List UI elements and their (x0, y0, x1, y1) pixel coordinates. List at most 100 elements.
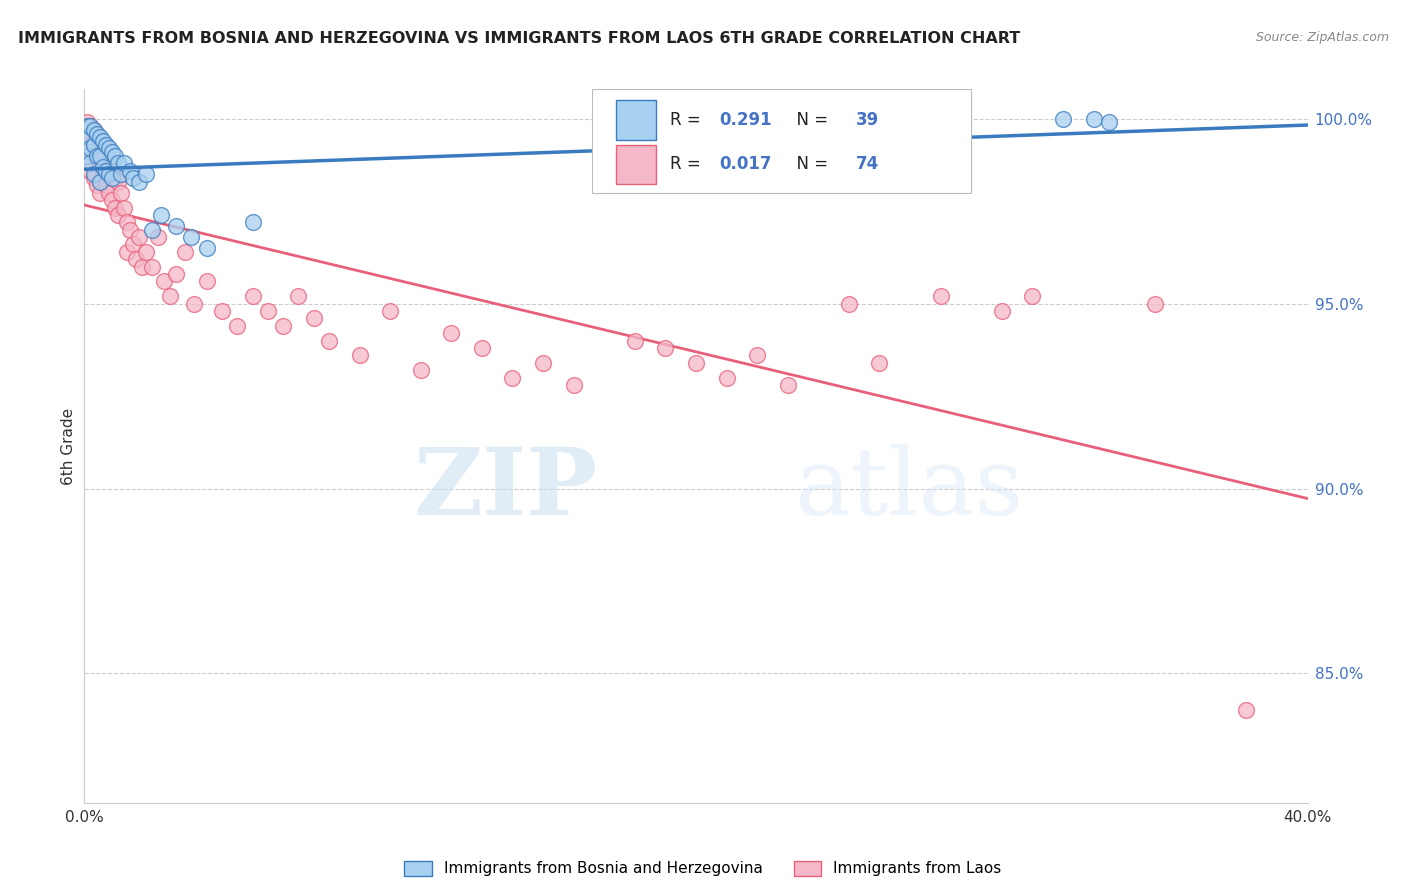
Point (440, 326, 463, 341)
Point (89, 149, 111, 163)
Point (180, 230, 202, 244)
Y-axis label: 6th Grade: 6th Grade (60, 408, 76, 484)
Point (112, 201, 135, 215)
Point (97, 167, 120, 181)
Text: 39: 39 (856, 111, 880, 128)
Point (79, 163, 101, 178)
Point (86, 153, 108, 167)
Point (211, 304, 233, 318)
Text: atlas: atlas (794, 444, 1024, 533)
Point (94, 163, 117, 178)
FancyBboxPatch shape (592, 89, 972, 193)
Point (165, 219, 187, 233)
Point (120, 223, 142, 237)
Point (1143, 296, 1166, 310)
Point (97, 141, 120, 155)
Point (183, 296, 205, 310)
Point (104, 170, 127, 185)
Point (271, 318, 294, 333)
Point (91, 141, 114, 155)
Point (776, 378, 799, 392)
Point (991, 304, 1014, 318)
Point (165, 267, 187, 281)
FancyBboxPatch shape (616, 100, 655, 139)
Point (83, 167, 105, 181)
Point (531, 356, 554, 370)
Point (869, 356, 891, 370)
Text: ZIP: ZIP (413, 444, 598, 533)
Point (125, 252, 148, 267)
Point (83, 170, 105, 185)
Point (107, 208, 129, 222)
Point (716, 370, 738, 384)
Point (141, 260, 163, 274)
Point (101, 170, 124, 185)
Point (685, 356, 707, 370)
Point (89, 130, 111, 145)
Text: Source: ZipAtlas.com: Source: ZipAtlas.com (1256, 31, 1389, 45)
Point (76, 127, 98, 141)
Point (409, 363, 432, 377)
Point (838, 296, 860, 310)
Point (91, 167, 114, 181)
Point (349, 348, 371, 362)
Point (79, 119, 101, 133)
Point (94, 137, 117, 152)
Text: R =: R = (671, 111, 706, 128)
Text: R =: R = (671, 155, 706, 173)
Point (1052, 112, 1074, 126)
Point (86, 130, 108, 145)
Point (122, 170, 145, 185)
Point (226, 318, 249, 333)
Text: N =: N = (786, 111, 834, 128)
Point (1098, 115, 1121, 129)
Point (153, 275, 176, 289)
Point (302, 311, 325, 326)
Point (101, 193, 124, 207)
Point (747, 348, 769, 362)
Point (76, 149, 98, 163)
Point (76, 130, 98, 145)
Point (115, 215, 138, 229)
Point (83, 123, 105, 137)
Point (112, 156, 135, 170)
Point (1236, 703, 1258, 717)
Point (195, 241, 218, 255)
Point (91, 134, 114, 148)
Point (318, 334, 340, 348)
Point (79, 119, 101, 133)
Point (76, 115, 98, 129)
Point (128, 230, 150, 244)
Point (83, 141, 105, 155)
Text: N =: N = (786, 155, 834, 173)
Point (76, 119, 98, 133)
Point (79, 156, 101, 170)
Point (104, 201, 127, 215)
Point (89, 156, 111, 170)
Point (86, 149, 108, 163)
Point (110, 167, 132, 181)
Point (89, 134, 111, 148)
Point (101, 163, 124, 178)
Point (1083, 112, 1105, 126)
Point (257, 304, 280, 318)
Point (86, 178, 108, 193)
Point (107, 175, 129, 189)
Text: 0.017: 0.017 (720, 155, 772, 173)
Point (104, 149, 127, 163)
Point (94, 149, 117, 163)
Point (287, 289, 309, 303)
Point (146, 230, 169, 244)
Point (149, 208, 172, 222)
Point (131, 260, 153, 274)
Point (195, 275, 218, 289)
Point (242, 289, 264, 303)
Point (471, 341, 494, 355)
Point (141, 223, 163, 237)
Point (97, 186, 120, 200)
Point (83, 137, 105, 152)
Point (107, 156, 129, 170)
Point (654, 341, 676, 355)
Point (159, 289, 181, 303)
Text: 0.291: 0.291 (720, 111, 772, 128)
